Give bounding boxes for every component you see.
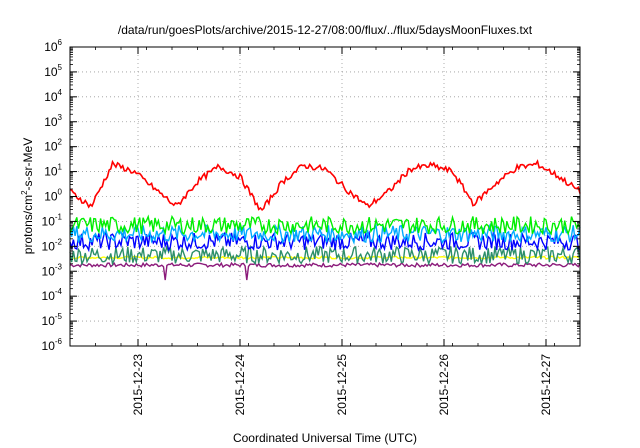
y-tick-base: 10 <box>42 239 56 253</box>
y-tick-exponent: -2 <box>55 237 63 246</box>
y-tick-label: 10-4 <box>42 287 63 303</box>
y-tick-exponent: 0 <box>58 188 63 197</box>
y-tick-base: 10 <box>42 264 56 278</box>
y-axis-label-rest: -s-sr-MeV <box>21 138 35 191</box>
y-tick-label: 10-3 <box>42 262 63 278</box>
y-tick-base: 10 <box>44 140 58 154</box>
y-tick-label: 104 <box>44 88 62 104</box>
y-tick-base: 10 <box>44 115 58 129</box>
series-line-yellow <box>69 255 581 260</box>
y-tick-base: 10 <box>44 40 58 54</box>
y-tick-exponent: 6 <box>58 38 63 47</box>
y-tick-exponent: -6 <box>55 337 63 346</box>
axis-ticks <box>69 46 581 347</box>
y-tick-label: 103 <box>44 113 62 129</box>
y-tick-exponent: 4 <box>58 88 63 97</box>
series-line-green <box>69 214 581 236</box>
y-tick-base: 10 <box>42 314 56 328</box>
y-tick-base: 10 <box>42 289 56 303</box>
y-axis-label-sup: 2 <box>20 190 29 195</box>
series-layer <box>69 159 581 281</box>
y-tick-label: 101 <box>44 163 62 179</box>
y-tick-label: 10-6 <box>42 337 63 353</box>
x-axis-label: Coordinated Universal Time (UTC) <box>233 431 417 445</box>
y-tick-exponent: 3 <box>58 113 63 122</box>
chart-title: /data/run/goesPlots/archive/2015-12-27/0… <box>118 23 533 37</box>
y-tick-exponent: -3 <box>55 262 63 271</box>
y-tick-label: 10-1 <box>42 212 63 228</box>
y-tick-exponent: -1 <box>55 212 63 221</box>
y-tick-label: 102 <box>44 138 62 154</box>
y-tick-exponent: -5 <box>55 312 63 321</box>
y-tick-base: 10 <box>44 190 58 204</box>
y-tick-base: 10 <box>42 214 56 228</box>
y-tick-base: 10 <box>42 339 56 353</box>
x-tick-label: 2015-12-27 <box>539 354 553 416</box>
x-tick-label: 2015-12-24 <box>233 354 247 416</box>
x-tick-label: 2015-12-23 <box>131 354 145 416</box>
series-line-purple <box>69 261 581 281</box>
x-tick-labels: 2015-12-23 2015-12-24 2015-12-25 2015-12-26… <box>131 354 553 416</box>
y-tick-exponent: -4 <box>55 287 63 296</box>
series-line-red <box>69 159 581 212</box>
y-tick-label: 105 <box>44 63 62 79</box>
y-tick-label: 10-2 <box>42 237 63 253</box>
y-tick-exponent: 1 <box>58 163 63 172</box>
y-tick-exponent: 2 <box>58 138 63 147</box>
x-tick-label: 2015-12-26 <box>437 354 451 416</box>
y-tick-label: 100 <box>44 188 62 204</box>
x-tick-label: 2015-12-25 <box>335 354 349 416</box>
y-tick-label: 106 <box>44 38 62 54</box>
y-tick-base: 10 <box>44 65 58 79</box>
y-tick-base: 10 <box>44 90 58 104</box>
y-tick-label: 10-5 <box>42 312 63 328</box>
series-line-teal <box>69 244 581 267</box>
y-tick-labels: 10-610-510-410-310-210-11001011021031041… <box>42 38 63 353</box>
y-axis-label: protons/cm2-s-sr-MeV <box>20 138 35 254</box>
y-tick-exponent: 5 <box>58 63 63 72</box>
grid-lines <box>70 47 580 346</box>
series-line-cyan <box>69 222 581 245</box>
y-tick-base: 10 <box>44 165 58 179</box>
y-axis-label-base: protons/cm <box>21 195 35 254</box>
